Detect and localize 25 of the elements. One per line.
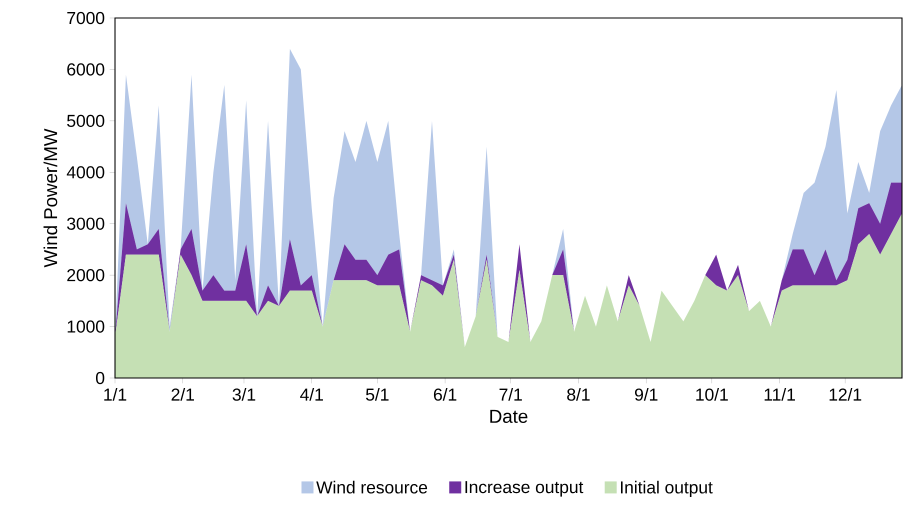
y-axis-title: Wind Power/MW [44, 128, 58, 268]
x-tick-label: 3/1 [232, 388, 256, 401]
x-tick-label: 5/1 [366, 388, 389, 401]
y-tick-label: 1000 [68, 320, 104, 333]
legend-label: Increase output [466, 481, 584, 497]
x-tick-label: 2/1 [172, 388, 194, 401]
x-tick-label: 4/1 [300, 388, 323, 401]
y-tick-label: 4000 [66, 166, 104, 178]
legend-label: Wind resource [316, 480, 428, 494]
y-tick-label: 7000 [67, 12, 104, 24]
x-tick-label: 6/1 [434, 388, 456, 401]
x-tick-label: 11/1 [764, 388, 795, 401]
y-tick-label: 6000 [67, 63, 104, 76]
x-tick-label: 12/1 [830, 388, 862, 401]
x-tick-label: 8/1 [567, 388, 590, 401]
x-tick-label: 9/1 [634, 388, 658, 401]
y-tick-label: 3000 [67, 218, 104, 230]
x-tick-label: 7/1 [500, 388, 522, 401]
y-tick-label: 2000 [67, 269, 104, 282]
x-axis-title: Date [490, 410, 528, 423]
y-tick-label: 5000 [67, 114, 104, 127]
y-tick-label: 0 [96, 372, 104, 384]
legend-label: Initial output [620, 480, 713, 497]
x-tick-label: 1/1 [104, 388, 126, 401]
x-tick-label: 10/1 [696, 388, 728, 401]
